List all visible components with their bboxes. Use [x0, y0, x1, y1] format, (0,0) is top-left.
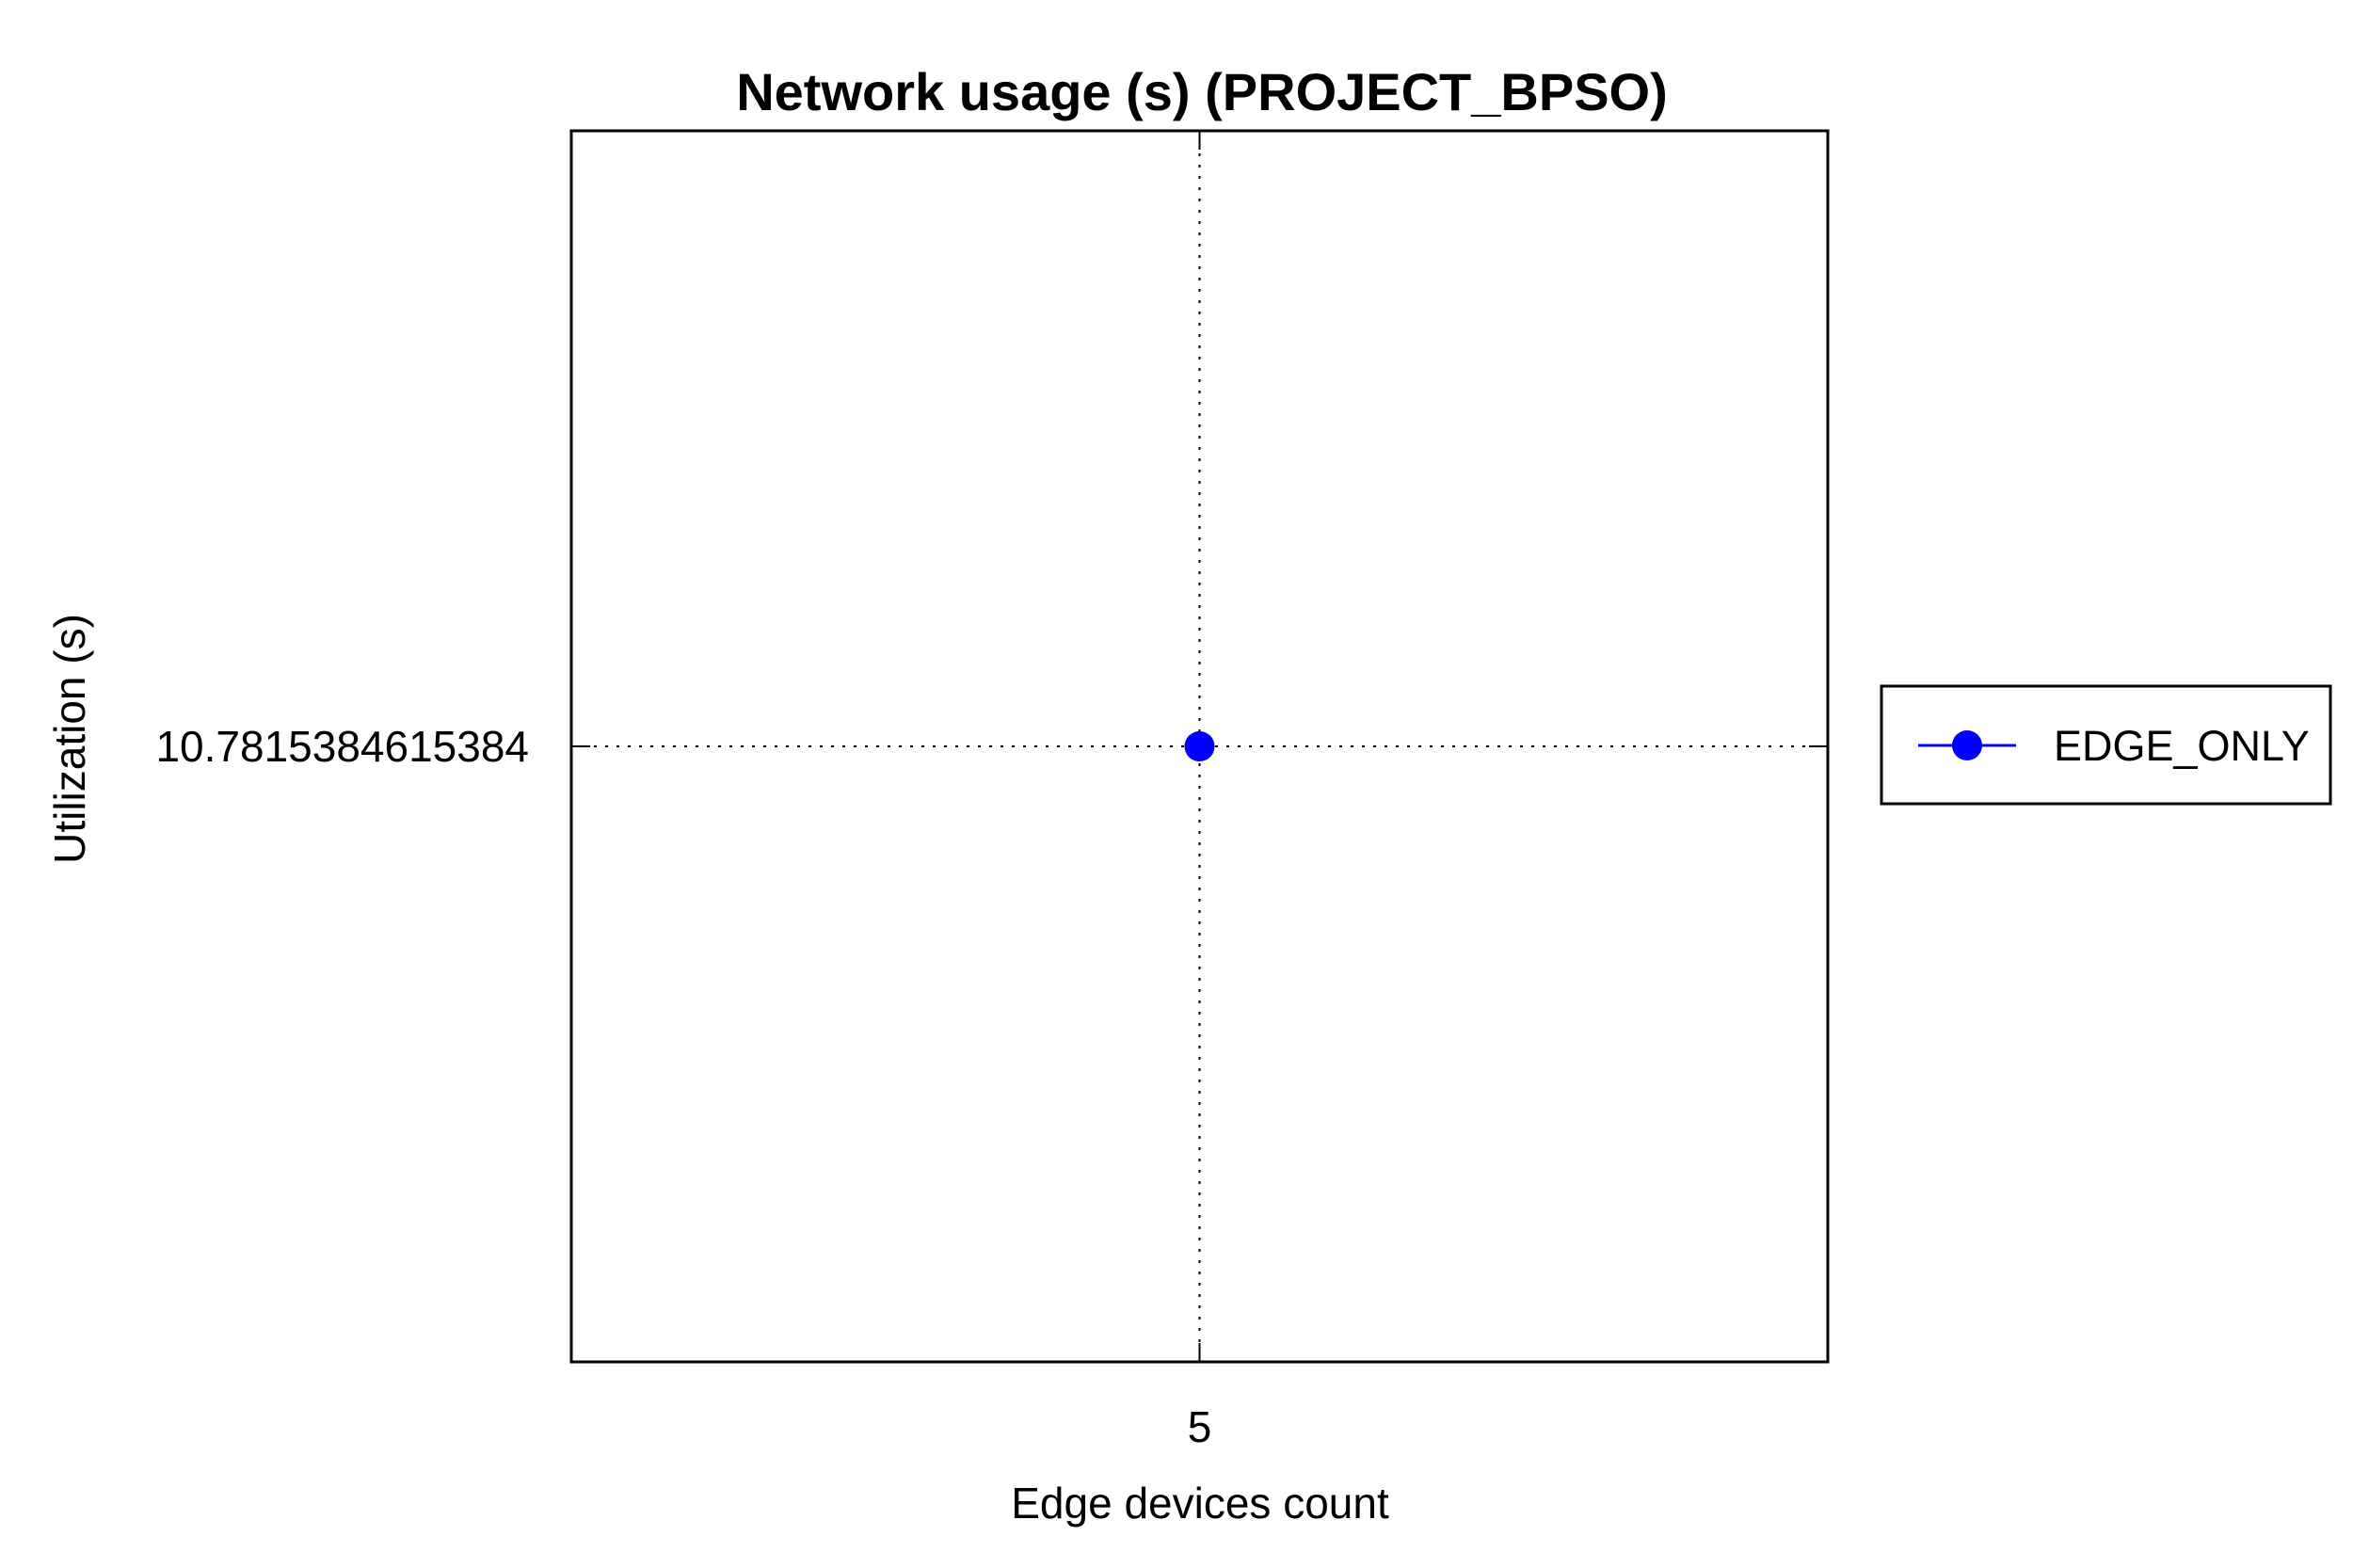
legend-box	[1880, 684, 2332, 806]
tick-labels: 5 10.7815384615384	[155, 722, 1211, 1451]
axis-ticks	[571, 131, 1828, 1362]
y-tick-label: 10.7815384615384	[155, 722, 529, 771]
legend-marker	[1952, 730, 1982, 760]
series-layer	[1184, 731, 1215, 761]
x-axis-label: Edge devices count	[1011, 1479, 1389, 1528]
chart-title: Network usage (s) (PROJECT_BPSO)	[736, 62, 1668, 121]
legend-label: EDGE_ONLY	[2054, 722, 2310, 770]
y-axis-label: Utilization (s)	[45, 614, 94, 864]
data-point	[1184, 731, 1215, 761]
x-tick-label: 5	[1188, 1402, 1212, 1451]
legend: EDGE_ONLY	[1880, 684, 2332, 806]
plot-area-frame	[569, 129, 1830, 1364]
grid-lines	[571, 131, 1828, 1362]
legend-entries: EDGE_ONLY	[1918, 722, 2310, 770]
